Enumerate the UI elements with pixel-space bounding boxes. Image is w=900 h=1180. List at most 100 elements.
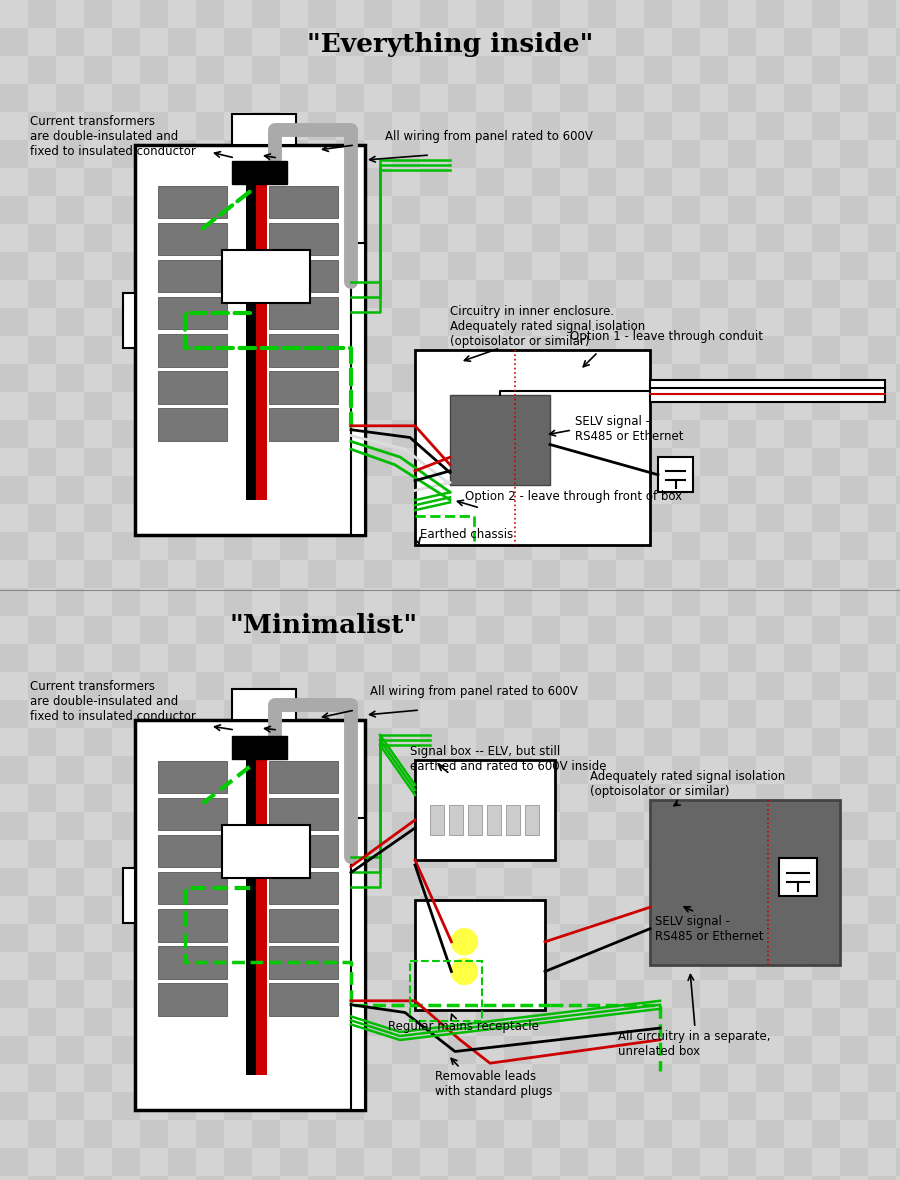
- Bar: [700, 224, 728, 253]
- Bar: [84, 84, 112, 112]
- Bar: [700, 728, 728, 756]
- Bar: [532, 1036, 560, 1064]
- Bar: [224, 336, 252, 363]
- Bar: [728, 756, 756, 784]
- Bar: [168, 140, 196, 168]
- Bar: [616, 868, 644, 896]
- Bar: [784, 112, 812, 140]
- Bar: [728, 784, 756, 812]
- Bar: [56, 896, 84, 924]
- Bar: [644, 224, 672, 253]
- Bar: [532, 981, 560, 1008]
- Bar: [308, 448, 336, 476]
- Bar: [0, 924, 28, 952]
- Bar: [420, 336, 448, 363]
- Bar: [616, 644, 644, 671]
- Bar: [448, 1008, 476, 1036]
- Bar: [28, 476, 56, 504]
- Bar: [168, 1064, 196, 1092]
- Bar: [364, 84, 392, 112]
- Bar: [448, 476, 476, 504]
- Bar: [224, 363, 252, 392]
- Bar: [532, 1064, 560, 1092]
- Bar: [868, 1064, 896, 1092]
- Bar: [0, 420, 28, 448]
- Bar: [868, 168, 896, 196]
- Bar: [588, 784, 616, 812]
- Bar: [504, 896, 532, 924]
- Bar: [84, 140, 112, 168]
- Bar: [476, 84, 504, 112]
- Bar: [560, 896, 588, 924]
- Bar: [896, 392, 900, 420]
- Bar: [0, 952, 28, 981]
- Bar: [308, 420, 336, 448]
- Bar: [504, 756, 532, 784]
- Bar: [896, 756, 900, 784]
- Bar: [269, 223, 338, 255]
- Bar: [196, 196, 224, 224]
- Bar: [140, 84, 168, 112]
- Bar: [336, 1036, 364, 1064]
- Bar: [840, 420, 868, 448]
- Bar: [812, 504, 840, 532]
- Bar: [672, 476, 700, 504]
- Bar: [84, 952, 112, 981]
- Bar: [252, 840, 280, 868]
- Bar: [896, 644, 900, 671]
- Bar: [252, 784, 280, 812]
- Bar: [420, 728, 448, 756]
- Bar: [246, 755, 264, 1075]
- Bar: [252, 55, 280, 84]
- Bar: [0, 671, 28, 700]
- Bar: [506, 805, 520, 835]
- Bar: [140, 28, 168, 55]
- Bar: [28, 1064, 56, 1092]
- Bar: [84, 0, 112, 28]
- Bar: [168, 308, 196, 336]
- Bar: [728, 392, 756, 420]
- Bar: [868, 1036, 896, 1064]
- Bar: [700, 420, 728, 448]
- Bar: [672, 700, 700, 728]
- Bar: [280, 253, 308, 280]
- Bar: [0, 196, 28, 224]
- Bar: [644, 924, 672, 952]
- Bar: [728, 112, 756, 140]
- Bar: [756, 1036, 784, 1064]
- Bar: [56, 728, 84, 756]
- Bar: [728, 700, 756, 728]
- Bar: [728, 1064, 756, 1092]
- Bar: [504, 784, 532, 812]
- Bar: [896, 140, 900, 168]
- Bar: [0, 0, 28, 28]
- Bar: [616, 280, 644, 308]
- Bar: [672, 84, 700, 112]
- Bar: [784, 1092, 812, 1120]
- Bar: [420, 476, 448, 504]
- Bar: [84, 55, 112, 84]
- Bar: [868, 560, 896, 588]
- Bar: [336, 112, 364, 140]
- Bar: [336, 280, 364, 308]
- Bar: [728, 812, 756, 840]
- Bar: [812, 728, 840, 756]
- Bar: [392, 112, 420, 140]
- Bar: [112, 981, 140, 1008]
- Bar: [896, 840, 900, 868]
- Bar: [336, 952, 364, 981]
- Bar: [252, 1008, 280, 1036]
- Bar: [196, 868, 224, 896]
- Bar: [476, 1064, 504, 1092]
- Bar: [231, 160, 287, 184]
- Text: Option 2 - leave through front of box: Option 2 - leave through front of box: [465, 490, 682, 503]
- Bar: [700, 1008, 728, 1036]
- Bar: [476, 140, 504, 168]
- Bar: [392, 868, 420, 896]
- Bar: [224, 420, 252, 448]
- Bar: [392, 1092, 420, 1120]
- Bar: [224, 868, 252, 896]
- Bar: [868, 671, 896, 700]
- Bar: [896, 868, 900, 896]
- Bar: [840, 363, 868, 392]
